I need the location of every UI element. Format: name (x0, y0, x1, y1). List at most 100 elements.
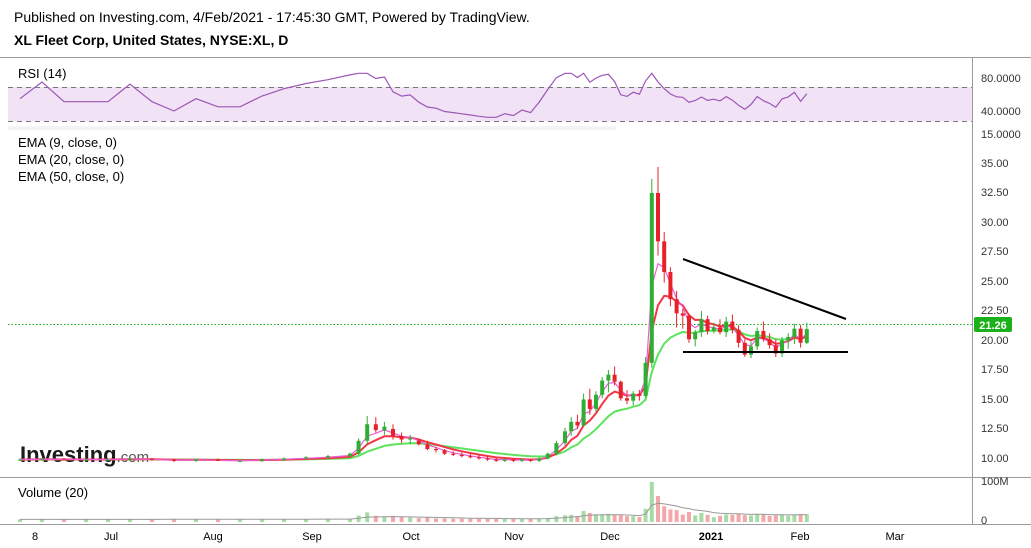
candle-body (172, 459, 176, 461)
x-label: Jul (104, 531, 118, 543)
volume-bar (575, 516, 580, 522)
candle-body (365, 424, 370, 441)
ema9-line (19, 262, 808, 462)
published-caption: Published on Investing.com, 4/Feb/2021 -… (14, 9, 530, 25)
volume-bar (749, 515, 753, 522)
x-label: Feb (791, 531, 810, 543)
candle-body (749, 346, 753, 355)
volume-tick-0: 0 (981, 515, 987, 527)
candle-body (326, 456, 330, 458)
candle-body (767, 339, 772, 346)
volume-bar (260, 519, 264, 522)
candle-body (711, 327, 716, 332)
volume-bar (150, 519, 154, 522)
candle-body (238, 460, 242, 462)
volume-bar (736, 513, 741, 522)
rsi-bottom-shadow (8, 126, 616, 130)
volume-bar (172, 519, 176, 522)
candle-body (581, 399, 586, 426)
candle-body (485, 458, 490, 460)
volume-bar (84, 519, 88, 522)
candle-body (128, 458, 132, 460)
candle-body (434, 449, 438, 451)
price-tick: 10.00 (981, 453, 1009, 465)
candle-body (62, 458, 66, 460)
candle-body (477, 457, 481, 459)
candle-body (216, 459, 220, 461)
volume-bar (786, 515, 791, 522)
rsi-label: RSI (14) (18, 66, 66, 81)
candle-body (792, 328, 797, 337)
volume-bar (416, 518, 421, 522)
candle-body (150, 458, 154, 460)
volume-bar (569, 514, 574, 522)
x-label: Nov (504, 531, 524, 543)
candle-body (612, 374, 617, 382)
candle-body (40, 458, 44, 460)
candle-body (606, 374, 611, 381)
candle-body (780, 340, 784, 354)
volume-bar (459, 518, 464, 522)
volume-bar (724, 514, 729, 522)
volume-bar (554, 516, 559, 522)
candle-body (563, 431, 567, 444)
volume-bar (373, 515, 378, 522)
volume-bar (391, 515, 395, 522)
candle-body (84, 459, 88, 461)
candle-body (699, 319, 704, 333)
volume-bar (511, 519, 516, 522)
volume-bar (128, 519, 132, 522)
volume-bar (730, 514, 735, 522)
volume-bar (693, 515, 698, 522)
candle-body (705, 319, 710, 332)
candle-body (408, 438, 413, 440)
candle-body (106, 459, 110, 461)
x-axis: 8 Jul Aug Sep Oct Nov Dec 2021 Feb Mar (32, 531, 905, 543)
x-label: Aug (203, 531, 223, 543)
candle-body (442, 450, 447, 454)
volume-bar (674, 510, 679, 522)
price-tick: 25.00 (981, 276, 1009, 288)
price-tick: 30.00 (981, 217, 1009, 229)
ema50-legend: EMA (50, close, 0) (18, 169, 124, 184)
price-tick: 17.50 (981, 364, 1009, 376)
volume-bar (216, 519, 220, 522)
candle-body (569, 421, 574, 432)
rsi-tick-40: 40.0000 (981, 106, 1021, 118)
volume-bar (594, 514, 598, 522)
candles (18, 167, 809, 462)
candle-body (468, 456, 473, 458)
candle-body (260, 459, 264, 461)
volume-bar (18, 519, 22, 522)
candle-body (459, 454, 464, 457)
volume-bar (699, 512, 704, 522)
rsi-tick-80: 80.0000 (981, 73, 1021, 85)
candle-body (194, 459, 198, 461)
price-tick: 15.00 (981, 394, 1009, 406)
volume-bar (468, 518, 473, 522)
candle-body (416, 440, 421, 445)
volume-bar (606, 513, 611, 522)
volume-bar (194, 519, 198, 522)
volume-bar (477, 518, 481, 522)
volume-bar (545, 518, 550, 522)
volume-bar (408, 517, 413, 522)
ema20-legend: EMA (20, close, 0) (18, 152, 124, 167)
candle-body (798, 328, 803, 343)
price-panel: EMA (9, close, 0) EMA (20, close, 0) EMA… (8, 135, 1012, 467)
volume-bar (581, 511, 586, 522)
volume-bar (494, 518, 499, 522)
candle-body (804, 329, 809, 343)
candle-body (594, 394, 598, 409)
candle-body (625, 398, 629, 401)
rsi-tick-15: 15.0000 (981, 129, 1021, 141)
volume-bar (442, 518, 447, 522)
candle-body (348, 453, 352, 457)
x-label: Sep (302, 531, 322, 543)
candle-body (656, 192, 660, 242)
candle-body (304, 457, 308, 459)
price-tick: 27.50 (981, 246, 1009, 258)
volume-bar (612, 514, 617, 522)
last-price-text: 21.26 (979, 320, 1007, 332)
